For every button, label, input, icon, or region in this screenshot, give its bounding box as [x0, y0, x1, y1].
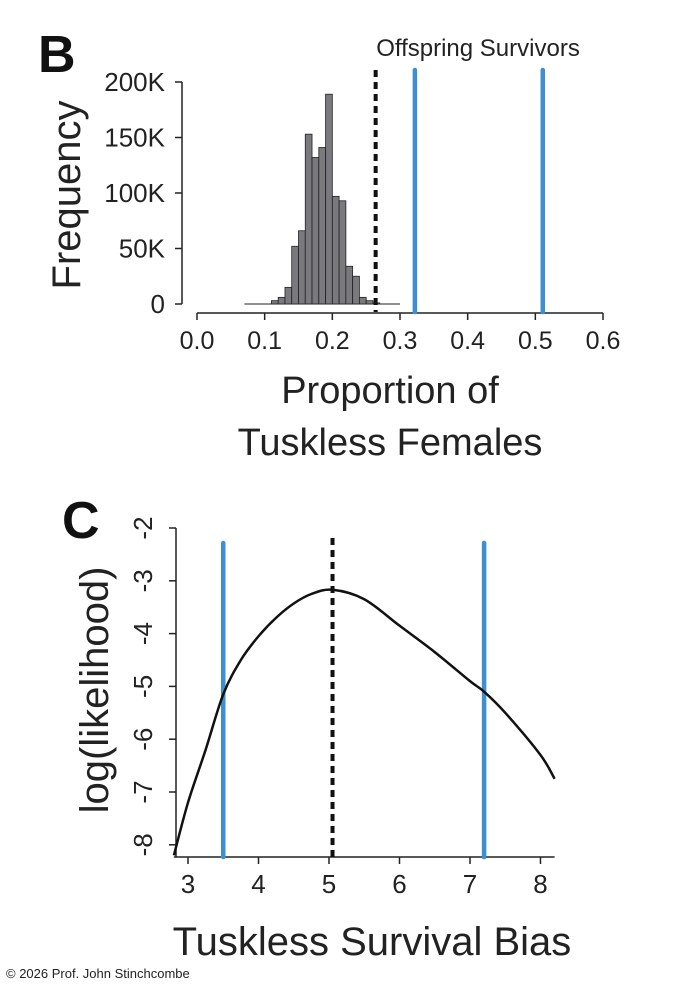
offspring-survivors-label: Offspring Survivors: [376, 35, 580, 62]
x-tick-label-c: 4: [251, 869, 265, 899]
y-tick-label-c: -2: [128, 516, 158, 539]
x-tick-label-b: 0.0: [180, 327, 215, 355]
x-tick-label-c: 8: [533, 869, 547, 899]
histogram-bar: [271, 300, 279, 305]
histogram-bar: [345, 265, 354, 305]
likelihood-curve: [172, 588, 556, 856]
y-axis-label-b: Frequency: [45, 101, 89, 290]
histogram-bar: [352, 275, 360, 305]
copyright: © 2026 Prof. John Stinchcombe: [6, 966, 190, 981]
y-tick-label-b: 0: [151, 289, 165, 319]
histogram-bar: [291, 245, 299, 305]
x-tick-label-b: 0.6: [586, 327, 621, 355]
y-tick-label-b: 150K: [104, 123, 165, 153]
histogram-bar: [311, 157, 320, 305]
x-tick-label-c: 6: [392, 869, 406, 899]
y-tick-label-c: -8: [128, 833, 158, 856]
x-axis-label-c: Tuskless Survival Bias: [173, 920, 572, 964]
histogram-bar: [325, 93, 333, 305]
histogram-bar: [298, 230, 306, 305]
x-tick-label-c: 7: [463, 869, 477, 899]
y-tick-label-c: -5: [128, 675, 158, 698]
histogram-bar: [365, 300, 374, 305]
y-axis-label-c: log(likelihood): [73, 567, 117, 814]
histogram-bar: [284, 286, 293, 305]
panel-label-c: C: [62, 492, 100, 550]
histogram-bar: [358, 296, 367, 305]
y-tick-label-b: 50K: [119, 234, 166, 264]
x-tick-label-b: 0.1: [247, 327, 282, 355]
x-axis-label-b-line1: Proportion of: [281, 370, 499, 412]
y-tick-label-c: -4: [128, 622, 158, 645]
panel-label-b: B: [38, 26, 76, 84]
x-axis-label-b-line2: Tuskless Females: [238, 422, 543, 464]
x-tick-label-b: 0.2: [315, 327, 350, 355]
histogram-bar: [277, 296, 286, 305]
panel-c: C log(likelihood) Tuskless Survival Bias…: [62, 492, 571, 964]
y-tick-label-b: 100K: [104, 178, 165, 208]
x-tick-label-c: 5: [322, 869, 336, 899]
y-tick-label-c: -7: [128, 780, 158, 803]
x-tick-label-c: 3: [181, 869, 195, 899]
panel-b: B Offspring Survivors Frequency Proporti…: [38, 26, 620, 464]
histogram-bar: [318, 147, 326, 305]
x-tick-label-b: 0.3: [383, 327, 418, 355]
histogram-bar: [338, 200, 347, 305]
histogram-bar: [331, 195, 340, 305]
histogram-bar: [304, 133, 313, 305]
x-tick-label-b: 0.5: [518, 327, 553, 355]
y-tick-label-b: 200K: [104, 67, 165, 97]
y-tick-label-c: -3: [128, 569, 158, 592]
x-tick-label-b: 0.4: [450, 327, 485, 355]
y-tick-label-c: -6: [128, 728, 158, 751]
